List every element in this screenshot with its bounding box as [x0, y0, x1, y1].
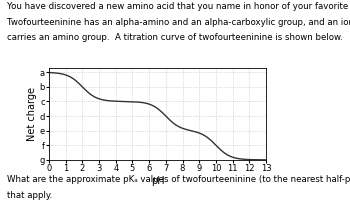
X-axis label: pH: pH — [151, 176, 164, 186]
Text: You have discovered a new amino acid that you name in honor of your favorite cou: You have discovered a new amino acid tha… — [7, 2, 350, 11]
Text: Twofourteeninine has an alpha-amino and an alpha-carboxylic group, and an ioniza: Twofourteeninine has an alpha-amino and … — [7, 18, 350, 26]
Y-axis label: Net charge: Net charge — [27, 87, 37, 141]
Text: carries an amino group.  A titration curve of twofourteeninine is shown below.: carries an amino group. A titration curv… — [7, 33, 343, 42]
Text: that apply.: that apply. — [7, 191, 52, 200]
Text: What are the approximate pKₐ values of twofourteeninine (to the nearest half-pH : What are the approximate pKₐ values of t… — [7, 175, 350, 184]
